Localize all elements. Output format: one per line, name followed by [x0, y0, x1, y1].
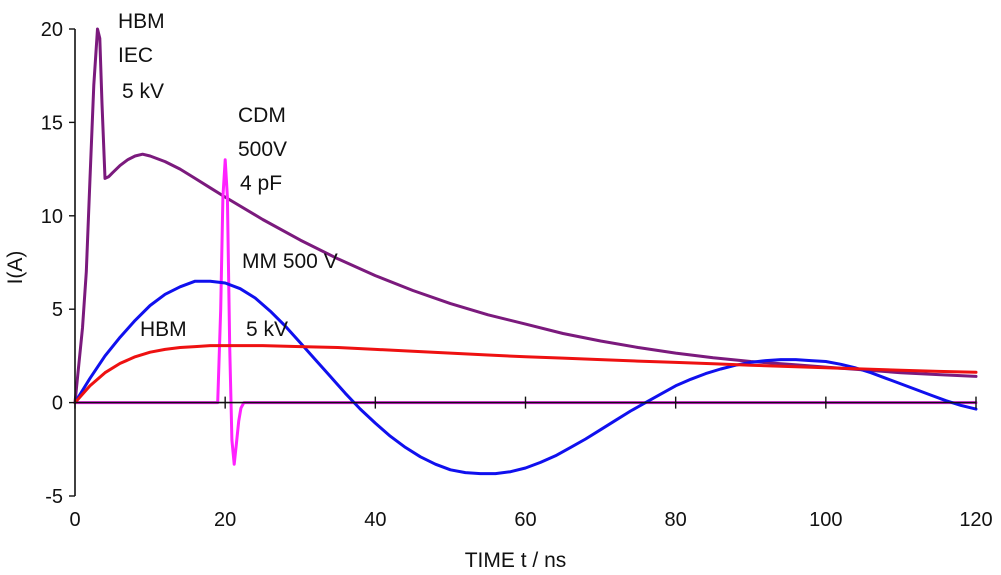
series-line-0 [73, 27, 978, 405]
y-tick-label: 15 [41, 112, 63, 134]
annotation-mm-line-0: MM 500 V [242, 250, 338, 273]
annotation-hbm-iec-line-0: HBM [118, 10, 165, 33]
x-tick-label: 80 [665, 509, 687, 531]
y-tick-label: 20 [41, 19, 63, 41]
annotation-hbm-iec-line-1: IEC [118, 44, 153, 67]
x-tick-label: 100 [809, 509, 842, 531]
series-line-1 [73, 158, 978, 466]
x-tick-label: 120 [959, 509, 992, 531]
annotation-hbm-line-0: HBM [140, 318, 187, 341]
annotation-cdm-line-1: 500V [238, 138, 287, 161]
annotation-hbm-iec-line-2: 5 kV [122, 80, 164, 103]
annotation-cdm-line-0: CDM [238, 104, 286, 127]
x-tick-label: 0 [69, 509, 80, 531]
y-tick-label: 10 [41, 206, 63, 228]
x-axis-title: TIME t / ns [465, 549, 567, 572]
ticks-layer: -5 0 5 10 15 20 0 20 40 60 80 100 120 [41, 19, 993, 531]
axes-layer [74, 29, 976, 496]
y-axis-title: I(A) [4, 251, 27, 285]
y-tick-label: -5 [45, 486, 63, 508]
x-tick-label: 20 [214, 509, 236, 531]
annotation-cdm-line-2: 4 pF [240, 172, 282, 195]
x-tick-label: 60 [514, 509, 536, 531]
y-tick-label: 5 [52, 299, 63, 321]
x-tick-label: 40 [364, 509, 386, 531]
annotation-hbm-line-1: 5 kV [246, 318, 288, 341]
series-line-3 [73, 344, 978, 405]
y-tick-label: 0 [52, 393, 63, 415]
annotation-layer: HBM IEC 5 kV CDM 500V 4 pF MM 500 V HBM 5 kV [118, 10, 338, 341]
series-line-2 [73, 279, 978, 476]
